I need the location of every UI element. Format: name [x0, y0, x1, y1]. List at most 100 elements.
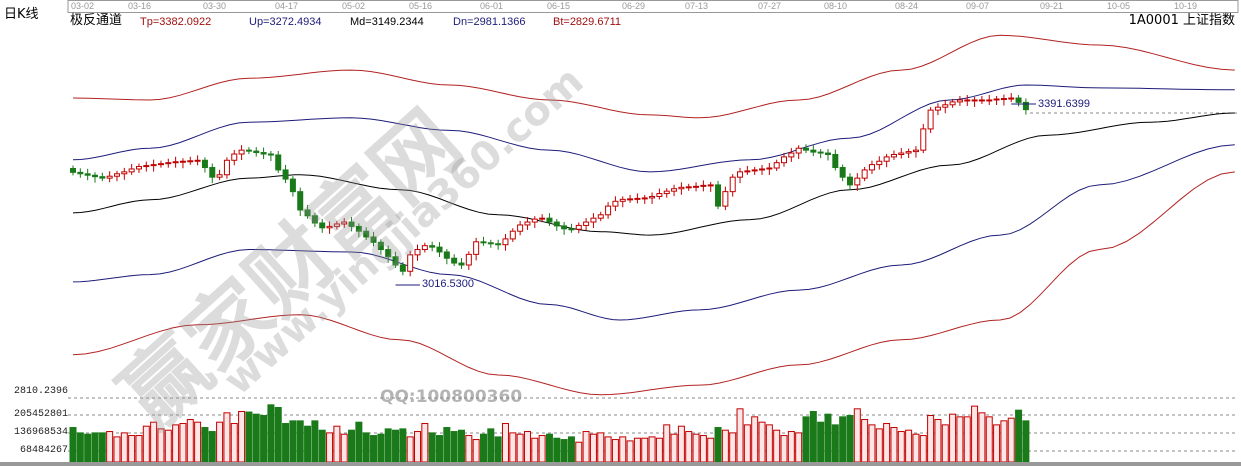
date-tick: 08-10 — [824, 1, 848, 11]
volume-bar — [516, 433, 524, 463]
candle — [905, 148, 912, 159]
candle-body — [377, 241, 384, 251]
candle — [106, 171, 113, 183]
volume-bar — [853, 408, 861, 463]
candle — [729, 174, 736, 197]
candle-body — [905, 151, 912, 154]
volume-bar — [619, 436, 627, 463]
candle — [326, 221, 333, 234]
volume-bar — [919, 435, 927, 463]
date-tick: 10-05 — [1107, 1, 1131, 11]
candle-body — [407, 254, 414, 272]
candle — [912, 146, 919, 158]
tp-value: Tp=3382.0922 — [140, 16, 212, 28]
date-axis-frame — [67, 0, 1239, 13]
candle — [289, 176, 296, 197]
candle-body — [729, 176, 736, 193]
volume-bar — [1000, 420, 1008, 463]
volume-bar — [641, 437, 649, 463]
candle-body — [839, 167, 846, 178]
candle-body — [201, 159, 208, 169]
candle-body — [971, 99, 978, 102]
volume-axis-label: 205452801 — [13, 409, 68, 420]
dn-value: Dn=2981.1366 — [453, 16, 526, 28]
candle-body — [1015, 97, 1022, 103]
volume-bar — [1007, 417, 1015, 463]
volume-bar — [538, 435, 546, 463]
candle — [824, 149, 831, 161]
volume-bar — [685, 431, 693, 463]
watermark-qq: QQ:100800360 — [380, 387, 523, 407]
candle — [216, 169, 223, 181]
date-tick: 03-30 — [203, 1, 227, 11]
volume-bar — [787, 431, 795, 463]
candle-body — [157, 163, 164, 166]
period-label[interactable]: 日K线 — [4, 7, 39, 22]
candle — [231, 150, 238, 166]
volume-bar — [824, 413, 832, 463]
candle-body — [260, 152, 267, 155]
volume-bar — [575, 441, 583, 463]
candle-body — [91, 174, 98, 178]
candle — [399, 261, 406, 276]
candle-body — [898, 152, 905, 155]
candle-body — [715, 184, 722, 207]
indicator-name: 极反通道 — [70, 13, 123, 28]
candle — [502, 233, 509, 251]
candle — [583, 218, 590, 231]
candle-body — [231, 153, 238, 161]
candle-body — [487, 242, 494, 245]
candle-body — [209, 167, 216, 178]
volume-bar — [861, 419, 869, 463]
candle — [671, 184, 678, 197]
candle — [634, 193, 641, 204]
volume-bar — [377, 433, 385, 463]
candle — [678, 182, 685, 195]
candle-body — [832, 153, 839, 169]
volume-bar — [729, 432, 737, 463]
candle — [685, 183, 692, 191]
candle — [517, 220, 524, 236]
volume-bar — [311, 420, 319, 463]
candle-body — [495, 243, 502, 246]
candle-body — [99, 176, 106, 179]
candle — [355, 223, 362, 238]
candle — [759, 164, 766, 175]
candle-body — [920, 128, 927, 151]
candle — [135, 163, 142, 173]
volume-bar — [479, 433, 487, 463]
volume-axis-label: 68484267 — [19, 445, 68, 456]
candle-body — [267, 153, 274, 156]
candle-body — [781, 156, 788, 164]
candle-body — [1022, 101, 1029, 111]
candle — [700, 180, 707, 192]
candle-body — [605, 205, 612, 216]
candle-body — [216, 174, 223, 178]
band-line-dn — [72, 144, 1235, 321]
candle-body — [956, 99, 963, 103]
candle-body — [348, 221, 355, 227]
candle-body — [663, 190, 670, 195]
candle — [553, 219, 560, 231]
candle-body — [297, 191, 304, 211]
volume-bar — [142, 425, 150, 463]
candle — [194, 155, 201, 166]
bottom-scrollbar[interactable] — [0, 462, 1241, 466]
candle — [143, 161, 150, 172]
volume-bar — [993, 424, 1001, 463]
volume-bar — [611, 439, 619, 463]
volume-bar — [743, 424, 751, 463]
candle — [363, 227, 370, 240]
candle — [113, 170, 120, 182]
date-tick: 08-24 — [895, 1, 919, 11]
candle-body — [458, 262, 465, 266]
candle-body — [876, 160, 883, 166]
volume-bar — [648, 436, 656, 463]
candle — [766, 162, 773, 175]
band-line-up — [72, 84, 1235, 173]
volume-bar — [817, 421, 825, 463]
candle — [1008, 93, 1015, 103]
candle — [209, 163, 216, 184]
